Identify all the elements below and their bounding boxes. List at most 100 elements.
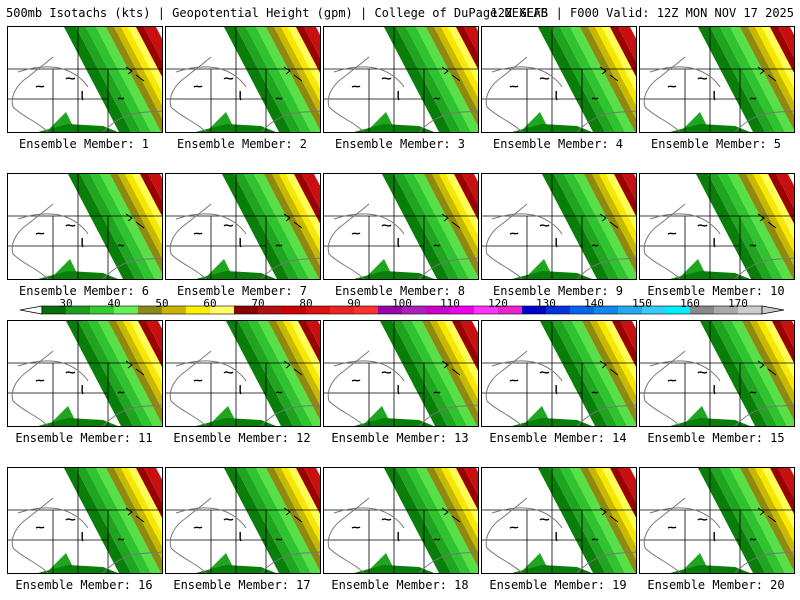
- coastline: [649, 66, 721, 88]
- jet-band: [256, 27, 320, 132]
- jet-band: [279, 174, 320, 253]
- jet-band: [121, 27, 162, 106]
- lake-outline: [35, 526, 45, 529]
- jet-band: [462, 174, 478, 205]
- lake-outline: [275, 97, 283, 100]
- ensemble-member-label: Ensemble Member: 15: [647, 431, 785, 445]
- ensemble-panel: [323, 26, 479, 133]
- jet-band: [248, 321, 313, 426]
- colorbar-tick-label: 70: [251, 297, 265, 310]
- colorbar-tick-label: 120: [488, 297, 508, 310]
- jet-band: [732, 321, 794, 426]
- jet-band: [86, 468, 151, 573]
- ensemble-member-label: Ensemble Member: 3: [334, 137, 466, 151]
- jet-band: [392, 321, 457, 426]
- ensemble-panel: [165, 467, 321, 574]
- jet-band: [416, 27, 478, 132]
- height-contour: [757, 360, 777, 376]
- jet-band: [572, 321, 636, 426]
- jet-band: [236, 468, 301, 573]
- jet-band: [614, 174, 636, 216]
- lake-outline: [697, 371, 708, 374]
- colorbar-segment: [234, 306, 259, 314]
- colorbar-segment: [330, 306, 355, 314]
- jet-band: [560, 468, 625, 573]
- ensemble-member-label: Ensemble Member: 19: [489, 578, 627, 592]
- lake-outline: [749, 538, 757, 541]
- jet-band: [106, 27, 162, 132]
- lake-outline: [239, 237, 242, 248]
- colorbar-segment: [354, 306, 379, 314]
- map-panel: [324, 468, 478, 573]
- lake-outline: [555, 90, 558, 101]
- jet-band: [132, 174, 162, 232]
- jet-band: [96, 468, 161, 573]
- coastline: [327, 203, 478, 279]
- colorbar-segment: [282, 306, 307, 314]
- lake-outline: [351, 526, 361, 529]
- ensemble-member-label: Ensemble Member: 18: [331, 578, 469, 592]
- lake-outline: [555, 384, 558, 395]
- colorbar-tick-label: 60: [203, 297, 217, 310]
- ensemble-member-label: Ensemble Member: 9: [492, 284, 624, 298]
- jet-band: [446, 174, 478, 236]
- lake-outline: [397, 384, 400, 395]
- jet-band: [610, 468, 636, 518]
- jet-band: [396, 468, 461, 573]
- jet-band: [772, 321, 794, 363]
- jet-band: [696, 174, 763, 279]
- lake-outline: [193, 85, 203, 88]
- jet-band: [244, 174, 309, 279]
- lake-outline: [193, 232, 203, 235]
- colorbar-segment: [450, 306, 475, 314]
- map-panel: [640, 468, 794, 573]
- height-contour: [125, 507, 145, 523]
- jet-band: [718, 174, 783, 279]
- jet-band: [78, 321, 143, 426]
- lake-outline: [591, 391, 599, 394]
- lake-outline: [697, 77, 708, 80]
- ensemble-member-label: Ensemble Member: 17: [173, 578, 311, 592]
- jet-band: [710, 27, 775, 132]
- jet-band: [538, 468, 605, 573]
- jet-band: [778, 27, 794, 58]
- lake-outline: [749, 244, 757, 247]
- lake-outline: [433, 538, 441, 541]
- jet-band: [602, 27, 636, 92]
- jet-band: [136, 27, 162, 77]
- coastline: [333, 360, 405, 382]
- jet-band: [298, 321, 320, 363]
- map-panel: [324, 174, 478, 279]
- ensemble-member-label: Ensemble Member: 6: [18, 284, 150, 298]
- colorbar-segment: [498, 306, 523, 314]
- colorbar-segment: [594, 306, 619, 314]
- lake-outline: [397, 237, 400, 248]
- colorbar-tick-label: 110: [440, 297, 460, 310]
- jet-band: [128, 27, 162, 92]
- coastline: [491, 213, 563, 235]
- lake-outline: [713, 90, 716, 101]
- ensemble-member-label: Ensemble Member: 4: [492, 137, 624, 151]
- lake-outline: [749, 97, 757, 100]
- ensemble-member-label: Ensemble Member: 5: [650, 137, 782, 151]
- coastline: [175, 213, 247, 235]
- jet-band: [424, 174, 478, 278]
- jet-band: [698, 468, 765, 573]
- lake-outline: [509, 85, 519, 88]
- lake-outline: [381, 224, 392, 227]
- height-contour: [125, 66, 145, 82]
- height-contour: [441, 360, 461, 376]
- ensemble-panel: [639, 26, 795, 133]
- lake-outline: [117, 538, 125, 541]
- lake-outline: [117, 244, 125, 247]
- lake-outline: [667, 85, 677, 88]
- jet-band: [564, 174, 629, 279]
- jet-band: [76, 27, 141, 132]
- ensemble-panel: [165, 320, 321, 427]
- jet-band: [80, 174, 145, 279]
- height-contour: [125, 213, 145, 229]
- coastline: [17, 66, 89, 88]
- jet-band: [606, 174, 636, 232]
- lake-outline: [351, 85, 361, 88]
- jet-band: [90, 174, 155, 279]
